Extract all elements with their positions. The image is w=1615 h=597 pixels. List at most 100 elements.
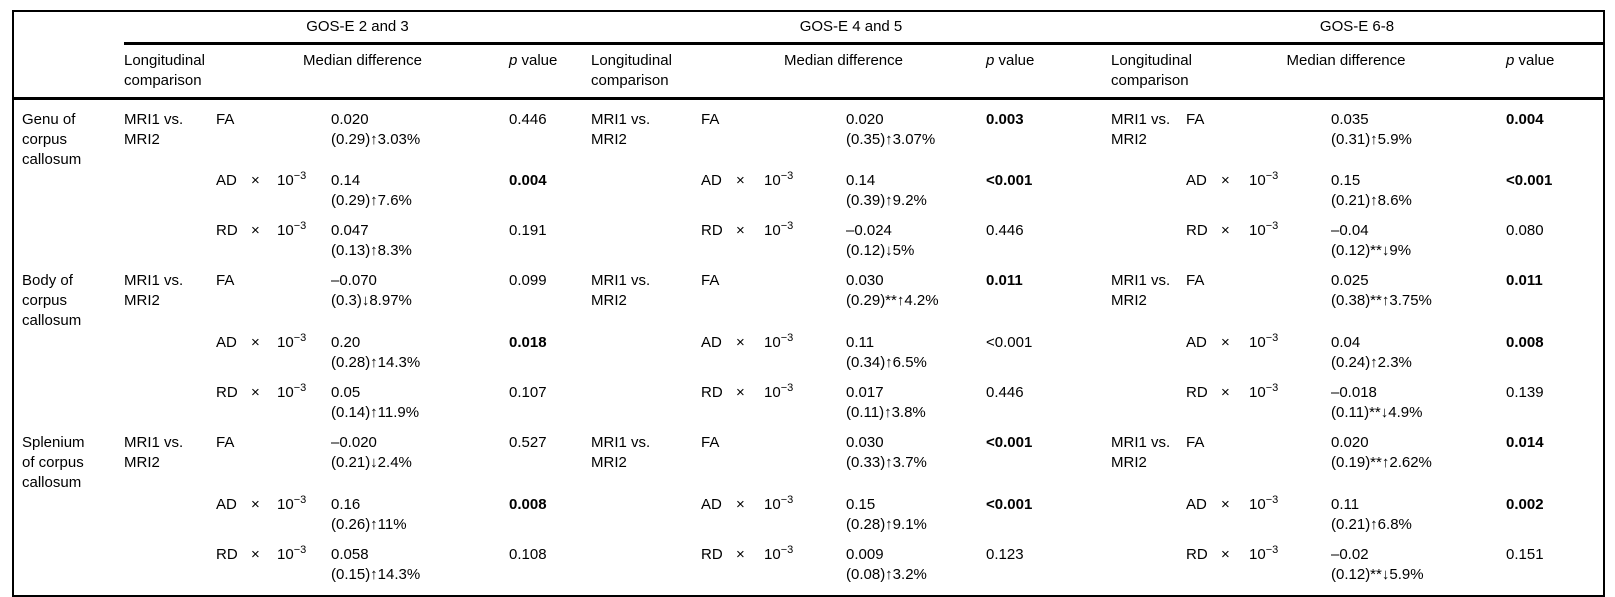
table-row: Splenium of corpus callosum MRI1 vs. MRI… — [13, 423, 1604, 491]
p-value: 0.004 — [509, 171, 547, 189]
p-value: 0.002 — [1506, 495, 1544, 513]
p-word: value — [517, 52, 558, 69]
median-detail: (0.29)**↑4.2% — [846, 291, 939, 309]
table-row: Genu of corpus callosum MRI1 vs. MRI2 FA… — [13, 99, 1604, 168]
times-sign: × — [736, 545, 745, 563]
exponent — [277, 261, 331, 323]
metric-label: FA — [216, 433, 235, 451]
metric-label: FA — [1186, 433, 1205, 451]
gos-e-dti-table: GOS-E 2 and 3 GOS-E 4 and 5 GOS-E 6-8 Lo… — [12, 10, 1605, 597]
exponent: 10−3 — [764, 331, 794, 351]
median-detail: (0.12)↓5% — [846, 241, 915, 259]
times-sign — [251, 99, 277, 161]
median-value: 0.030 — [846, 271, 884, 289]
metric-label: AD — [701, 495, 722, 513]
exponent: 10−3 — [1249, 381, 1279, 401]
times-sign — [251, 261, 277, 323]
comparison-label: MRI1 vs. MRI2 — [1111, 111, 1171, 148]
comparison-label: MRI1 vs. MRI2 — [591, 271, 651, 309]
median-value: 0.009 — [846, 545, 884, 563]
median-detail: (0.08)↑3.2% — [846, 565, 927, 583]
p-value: <0.001 — [986, 495, 1033, 513]
table-row: RD × 10−3 0.047 (0.13)↑8.3% 0.191 RD × 10… — [13, 211, 1604, 261]
table-row: AD × 10−3 0.16 (0.26)↑11% 0.008 AD × 10−3… — [13, 485, 1604, 535]
comparison-label: MRI1 vs. MRI2 — [1111, 433, 1171, 471]
metric-label: FA — [1186, 271, 1205, 289]
p-value: 0.099 — [509, 271, 547, 289]
p-value: <0.001 — [986, 333, 1033, 351]
exponent: 10−3 — [277, 219, 307, 239]
exponent: 10−3 — [764, 543, 794, 563]
times-sign: × — [1221, 333, 1230, 351]
median-value: 0.15 — [846, 495, 876, 513]
p-value: 0.107 — [509, 383, 547, 401]
median-detail: (0.24)↑2.3% — [1331, 353, 1412, 371]
group-header-row: GOS-E 2 and 3 GOS-E 4 and 5 GOS-E 6-8 — [13, 11, 1604, 45]
comparison-label: MRI1 vs. MRI2 — [591, 111, 651, 148]
median-value: –0.018 — [1331, 383, 1377, 401]
table-row: RD × 10−3 0.058 (0.15)↑14.3% 0.108 RD × 1… — [13, 535, 1604, 596]
metric-label: AD — [216, 171, 237, 189]
exponent — [1249, 99, 1331, 161]
times-sign — [736, 261, 764, 323]
times-sign — [736, 423, 764, 485]
median-value: 0.020 — [846, 111, 884, 128]
column-header-median: Median difference — [216, 43, 509, 100]
table-row: RD × 10−3 0.05 (0.14)↑11.9% 0.107 RD × 10… — [13, 373, 1604, 423]
times-sign: × — [251, 171, 260, 189]
median-value: 0.11 — [1331, 495, 1360, 513]
times-sign: × — [251, 333, 260, 351]
exponent — [1249, 423, 1331, 485]
times-sign: × — [1221, 495, 1230, 513]
times-sign: × — [1221, 383, 1230, 401]
metric-label: RD — [1186, 221, 1208, 239]
metric-label: FA — [701, 271, 720, 289]
column-header-pvalue: p value — [986, 43, 1111, 100]
group-title-gose-6-8: GOS-E 6-8 — [1111, 11, 1604, 45]
median-value: –0.070 — [331, 271, 377, 289]
median-value: 0.017 — [846, 383, 884, 401]
p-letter: p — [986, 52, 995, 69]
times-sign: × — [251, 495, 260, 513]
metric-label: RD — [701, 383, 723, 401]
column-header-pvalue: p value — [509, 43, 591, 100]
group-title-gose-2-3: GOS-E 2 and 3 — [124, 11, 591, 45]
metric-label: FA — [216, 271, 235, 289]
median-value: 0.020 — [1331, 433, 1369, 451]
p-value: 0.191 — [509, 221, 547, 239]
times-sign: × — [251, 383, 260, 401]
median-value: 0.11 — [846, 333, 875, 351]
times-sign: × — [251, 221, 260, 239]
times-sign — [1221, 261, 1249, 323]
comparison-label: MRI1 vs. MRI2 — [124, 433, 184, 471]
exponent — [764, 423, 846, 485]
exponent: 10−3 — [1249, 169, 1279, 189]
median-detail: (0.29)↑7.6% — [331, 191, 412, 209]
times-sign: × — [736, 495, 745, 513]
times-sign: × — [736, 221, 745, 239]
median-value: 0.05 — [331, 383, 361, 401]
times-sign — [251, 423, 277, 485]
metric-label: AD — [1186, 495, 1207, 513]
median-value: 0.030 — [846, 433, 884, 451]
exponent: 10−3 — [277, 493, 307, 513]
column-header-pvalue: p value — [1506, 43, 1604, 100]
times-sign: × — [736, 171, 745, 189]
times-sign: × — [1221, 171, 1230, 189]
median-value: 0.020 — [331, 111, 369, 128]
p-value: 0.014 — [1506, 433, 1544, 451]
metric-label: RD — [701, 545, 723, 563]
metric-label: RD — [701, 221, 723, 239]
median-detail: (0.11)↑3.8% — [846, 403, 926, 421]
p-value: 0.151 — [1506, 545, 1544, 563]
times-sign — [1221, 423, 1249, 485]
median-value: 0.058 — [331, 545, 369, 563]
p-value: 0.527 — [509, 433, 547, 451]
metric-label: RD — [216, 383, 238, 401]
times-sign: × — [251, 545, 260, 563]
column-header-median: Median difference — [701, 43, 986, 100]
table-row: AD × 10−3 0.20 (0.28)↑14.3% 0.018 AD × 10… — [13, 323, 1604, 373]
p-letter: p — [509, 52, 518, 69]
comparison-label: MRI1 vs. MRI2 — [591, 433, 651, 471]
p-word: value — [994, 52, 1035, 69]
